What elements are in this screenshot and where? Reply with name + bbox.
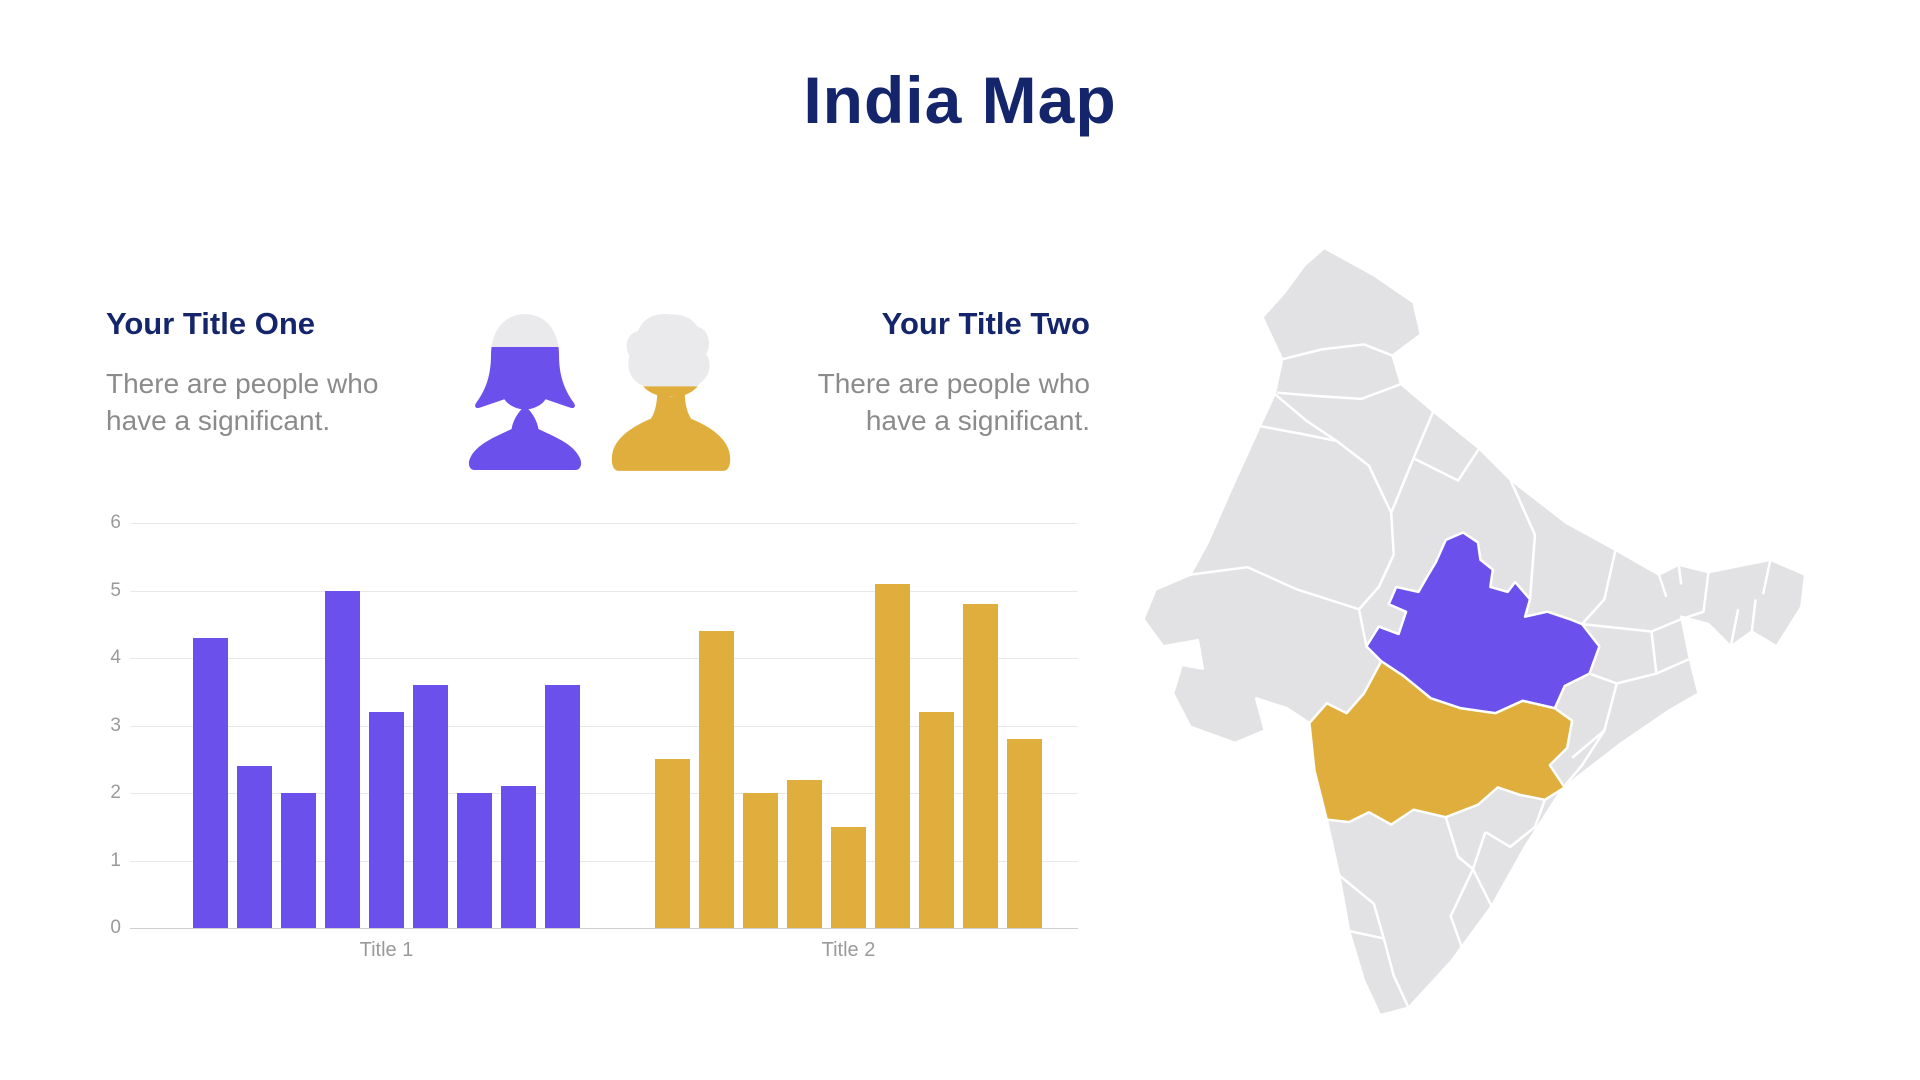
section-one-title: Your Title One <box>106 306 315 341</box>
female-person-icon <box>468 314 582 470</box>
bar-chart: Title 1 Title 2 0 1 2 3 4 5 6 <box>95 495 1095 995</box>
gridline <box>130 725 1078 727</box>
bar <box>787 779 822 928</box>
y-axis-tick-label: 3 <box>110 714 121 736</box>
bar <box>655 759 690 928</box>
bar <box>743 793 778 928</box>
state-borders <box>1190 343 1772 1009</box>
section-one-description: There are people who have a significant. <box>106 368 379 436</box>
bar <box>699 631 734 928</box>
bar <box>501 786 536 928</box>
x-axis-line <box>130 928 1078 929</box>
state-madhya-pradesh <box>1365 531 1601 715</box>
y-axis-tick-label: 6 <box>110 512 121 533</box>
bar <box>325 590 360 928</box>
gridline <box>130 658 1078 659</box>
x-axis-label-title2: Title 2 <box>821 939 876 961</box>
bar <box>369 712 404 928</box>
bar <box>1007 739 1042 928</box>
bar <box>875 583 910 928</box>
bar <box>919 712 954 928</box>
section-one: Your Title One There are people who have… <box>106 306 406 440</box>
section-two: Your Title Two There are people who have… <box>790 306 1090 440</box>
bar <box>545 685 580 928</box>
y-axis-tick-label: 0 <box>110 917 121 938</box>
male-person-icon <box>611 313 731 471</box>
bar <box>963 604 998 928</box>
y-axis-tick-label: 1 <box>110 849 121 871</box>
gridline <box>130 590 1078 592</box>
section-two-description: There are people who have a significant. <box>817 368 1090 436</box>
bar <box>281 793 316 928</box>
slide-title: India Map <box>803 63 1117 137</box>
bar <box>831 826 866 928</box>
gridline <box>130 793 1078 794</box>
state-maharashtra <box>1308 659 1574 826</box>
y-axis-tick-label: 5 <box>110 579 121 601</box>
india-map <box>1142 246 1807 1017</box>
y-axis-tick-label: 4 <box>110 647 121 668</box>
bar <box>413 685 448 928</box>
bar <box>457 793 492 928</box>
bar <box>237 766 272 928</box>
gridline <box>130 860 1078 862</box>
bar <box>193 637 228 928</box>
y-axis-tick-label: 2 <box>110 782 121 803</box>
gridline <box>130 523 1078 524</box>
section-two-title: Your Title Two <box>881 306 1090 341</box>
x-axis-label-title1: Title 1 <box>359 939 414 961</box>
